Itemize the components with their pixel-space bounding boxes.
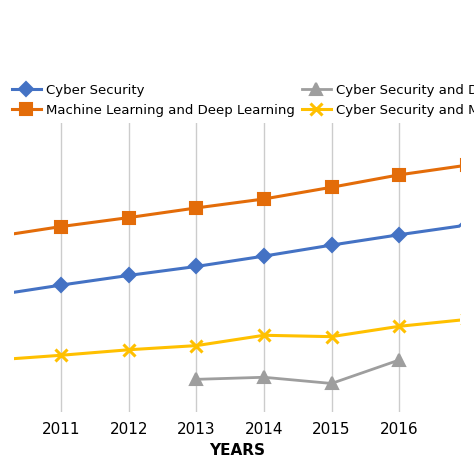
Cyber Security and Deep Learning — [261, 374, 267, 380]
Line: Cyber Security and Deep Learning: Cyber Security and Deep Learning — [191, 355, 405, 389]
Machine Learning and Deep Learning — [126, 215, 132, 220]
Machine Learning and Deep Learning — [328, 184, 334, 190]
Machine Learning and Deep Learning — [194, 205, 200, 211]
Line: Cyber Security and Machine Learning: Cyber Security and Machine Learning — [0, 313, 473, 366]
Cyber Security — [328, 242, 334, 248]
Cyber Security — [261, 253, 267, 259]
Machine Learning and Deep Learning — [261, 196, 267, 202]
Legend: Cyber Security, Machine Learning and Deep Learning, Cyber Security and Deep Lear: Cyber Security, Machine Learning and Dee… — [12, 84, 474, 117]
Cyber Security and Deep Learning — [328, 381, 334, 386]
Cyber Security and Machine Learning — [396, 323, 402, 329]
Machine Learning and Deep Learning — [59, 224, 64, 229]
Cyber Security and Machine Learning — [261, 332, 267, 338]
Cyber Security and Deep Learning — [396, 357, 402, 363]
Cyber Security — [194, 264, 200, 269]
Cyber Security and Machine Learning — [59, 352, 64, 358]
Machine Learning and Deep Learning — [464, 163, 469, 168]
Cyber Security and Machine Learning — [126, 347, 132, 353]
Line: Machine Learning and Deep Learning: Machine Learning and Deep Learning — [0, 160, 472, 242]
Cyber Security and Machine Learning — [464, 317, 469, 322]
X-axis label: YEARS: YEARS — [209, 443, 265, 458]
Cyber Security and Machine Learning — [194, 343, 200, 348]
Line: Cyber Security: Cyber Security — [0, 220, 471, 300]
Cyber Security — [464, 222, 469, 228]
Cyber Security — [59, 282, 64, 288]
Cyber Security — [396, 232, 402, 237]
Cyber Security and Deep Learning — [194, 376, 200, 382]
Cyber Security — [126, 273, 132, 278]
Machine Learning and Deep Learning — [396, 172, 402, 178]
Cyber Security and Machine Learning — [328, 334, 334, 339]
